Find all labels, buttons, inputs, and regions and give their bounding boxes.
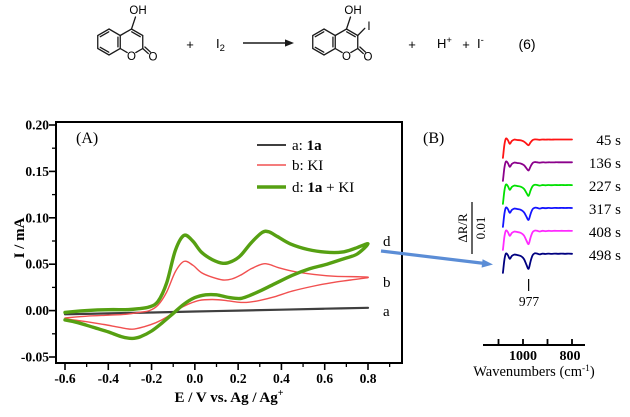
product-carbonyl-oxygen-label: O [364,52,373,64]
annotation-arrow [380,249,493,268]
band-annotation: 977 [519,294,540,309]
ir-scale-bar: ΔR/R 0.01 [455,202,488,254]
ir-tick-label-800: 800 [560,349,581,364]
ir-time-label: 498 s [589,248,621,264]
cv-axis-ticks [49,124,391,370]
curve-label-a: a [383,304,390,320]
cv-x-tick-label: -0.4 [98,371,120,386]
cv-legend: a: 1a b: KI d: 1a + KI [257,138,354,196]
reactant-ring-oxygen-label: O [127,51,136,63]
plus-sign-1: + [186,37,194,52]
reaction-scheme: OH O O + I2 OH I O O + H+ + I- (6) [97,5,536,64]
ir-time-label: 136 s [589,156,621,172]
cv-x-tick-label: 0.8 [360,371,377,386]
equation-number: (6) [518,36,535,52]
cv-x-tick-label: 0.4 [273,371,290,386]
ir-tick-label-1000: 1000 [509,349,537,364]
product-iodo-label: I [367,21,370,33]
cv-x-tick-label: -0.2 [141,371,163,386]
cv-y-axis-title: I / mA [12,217,28,258]
ir-spectrum-136s [502,160,573,182]
cv-x-tick-label: 0.2 [230,371,247,386]
cv-x-tick-label: -0.6 [54,371,76,386]
ir-axis-ticks [497,339,573,345]
ir-time-label: 317 s [589,202,621,218]
panel-a-label: (A) [76,130,98,147]
ir-panel: (B) ΔR/R 0.01 45 s 136 s 227 s 317 s 408 s 49… [423,130,621,380]
cv-y-tick-label: 0.00 [25,303,49,318]
ir-spectrum-45s [502,137,573,159]
ir-time-label: 45 s [596,133,621,149]
cv-panel: -0.6 -0.4 -0.2 0.0 0.2 0.4 0.6 0.8 -0.05 0.00 0.05… [12,118,403,406]
cv-y-tick-label: 0.05 [25,257,49,272]
ir-spectrum-317s [502,206,573,228]
ir-spectrum-498s [502,252,573,274]
cv-tick-labels: -0.6 -0.4 -0.2 0.0 0.2 0.4 0.6 0.8 -0.05 0.00 0.05… [21,118,377,387]
curve-label-d: d [383,234,391,250]
cv-y-tick-label: 0.20 [25,118,49,133]
reactant-hydroxyl-label: OH [129,5,146,17]
ir-spectrum-227s [502,183,573,205]
iodine-reagent-label: I2 [216,36,225,54]
cv-y-tick-label: 0.10 [25,210,49,225]
product-structure: OH I O O [312,5,373,64]
cv-curve-a [63,306,370,316]
plus-sign-2: + [408,37,416,52]
proton-label: H+ [437,35,452,51]
reactant-structure: OH O O [97,5,158,64]
cv-x-tick-label: 0.0 [186,371,203,386]
scale-bar-denominator: 0.01 [473,217,488,240]
product-ring-oxygen-label: O [342,51,351,63]
reactant-carbonyl-oxygen-label: O [149,52,158,64]
cv-y-tick-label: -0.05 [21,350,49,365]
plus-sign-3: + [462,37,470,52]
ir-time-label: 408 s [589,225,621,241]
ir-time-labels: 45 s 136 s 227 s 317 s 408 s 498 s [589,133,621,264]
cv-x-axis-title: E / V vs. Ag / Ag+ [175,388,284,406]
ir-time-label: 227 s [589,179,621,195]
scale-bar-numerator: ΔR/R [455,213,470,243]
legend-entry-a: a: 1a [292,138,322,154]
legend-entry-d: d: 1a + KI [292,180,354,196]
product-hydroxyl-label: OH [344,5,361,17]
curve-label-b: b [383,275,391,291]
panel-b-label: (B) [423,130,444,147]
legend-entry-b: b: KI [292,158,323,174]
cv-x-tick-label: 0.6 [316,371,333,386]
cv-plot-frame [55,121,403,364]
cv-y-tick-label: 0.15 [25,164,49,179]
ir-spectrum-408s [502,229,573,251]
reaction-arrow [243,39,294,47]
iodide-label: I- [477,35,484,51]
cv-curves [63,229,370,341]
cv-curve-d [63,229,370,341]
ir-spectra [502,137,573,274]
ir-x-axis-title: Wavenumbers (cm-1) [473,364,595,380]
